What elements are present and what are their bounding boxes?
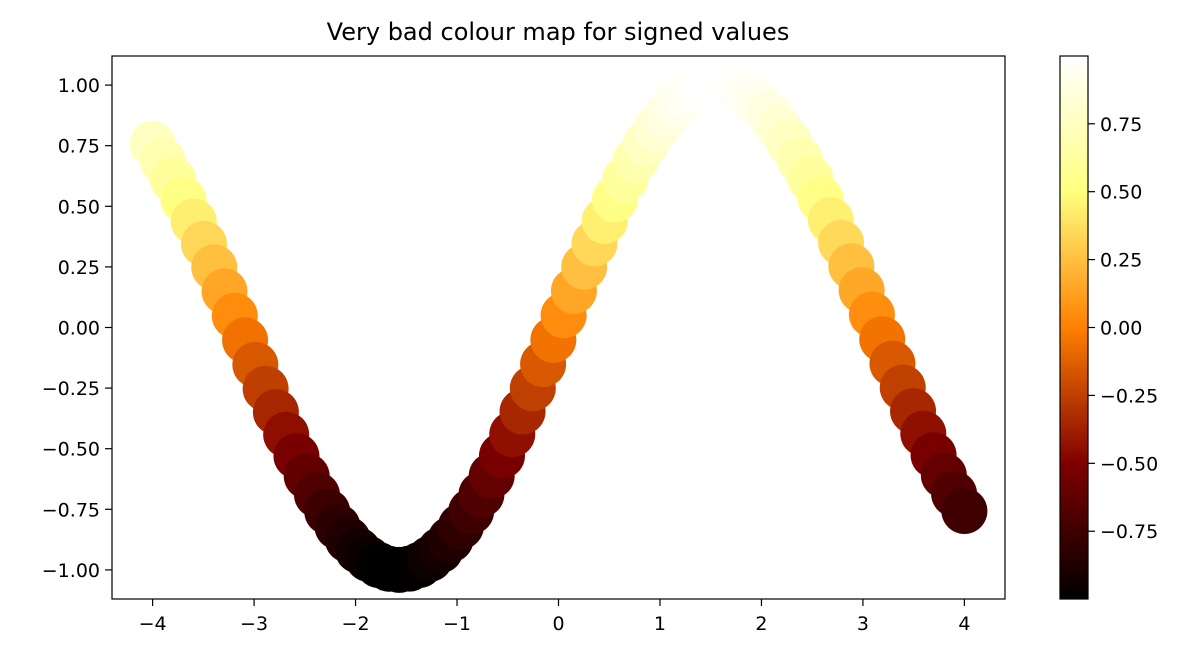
colorbar-tick-label: 0.00 (1100, 318, 1142, 340)
colorbar-gradient (1059, 55, 1089, 600)
y-tick-label: −0.25 (42, 378, 100, 400)
y-tick-label: 0.00 (58, 318, 100, 340)
colorbar-tick-label: −0.75 (1100, 521, 1158, 543)
colorbar-tick-label: −0.25 (1100, 385, 1158, 407)
x-tick-label: −3 (240, 613, 268, 635)
colorbar-ticks: −0.75 −0.50 −0.25 0.00 0.25 0.50 0.75 (1088, 114, 1158, 543)
y-tick-label: 0.75 (58, 136, 100, 158)
y-tick-label: 0.25 (58, 257, 100, 279)
x-tick-label: 4 (958, 613, 970, 635)
x-tick-label: 2 (755, 613, 767, 635)
chart-title: Very bad colour map for signed values (327, 18, 790, 46)
scatter-points (129, 62, 988, 593)
x-tick-label: 1 (654, 613, 666, 635)
colorbar: −0.75 −0.50 −0.25 0.00 0.25 0.50 0.75 (1059, 55, 1158, 600)
y-tick-label: −0.50 (42, 439, 100, 461)
x-tick-label: −2 (342, 613, 370, 635)
y-axis: −1.00 −0.75 −0.50 −0.25 0.00 0.25 0.50 0.75 1.00 (42, 75, 112, 582)
scatter-point (941, 487, 988, 534)
colorbar-tick-label: −0.50 (1100, 453, 1158, 475)
x-tick-label: −1 (443, 613, 471, 635)
x-tick-label: −4 (139, 613, 167, 635)
y-tick-label: −1.00 (42, 560, 100, 582)
x-axis: −4 −3 −2 −1 0 1 2 3 4 (139, 599, 970, 635)
x-tick-label: 3 (857, 613, 869, 635)
colorbar-tick-label: 0.50 (1100, 182, 1142, 204)
x-tick-label: 0 (552, 613, 564, 635)
y-tick-label: −0.75 (42, 499, 100, 521)
y-tick-label: 1.00 (58, 75, 100, 97)
y-tick-label: 0.50 (58, 196, 100, 218)
colorbar-tick-label: 0.75 (1100, 114, 1142, 136)
colorbar-tick-label: 0.25 (1100, 250, 1142, 272)
